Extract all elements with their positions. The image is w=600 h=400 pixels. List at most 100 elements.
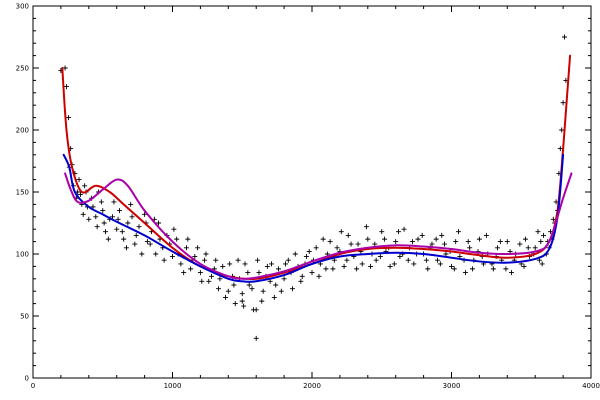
scatter-point	[213, 257, 219, 263]
scatter-point	[411, 261, 417, 267]
scatter-point	[260, 288, 266, 294]
scatter-point	[119, 229, 125, 235]
scatter-point	[128, 201, 134, 207]
scatter-point	[101, 220, 107, 226]
scatter-point	[86, 216, 92, 222]
tick-marks: 0 1000 2000 3000 4000 0 50 100 150 200 250 300	[16, 3, 600, 391]
x-tick-label: 1000	[164, 382, 182, 390]
scatter-point	[183, 245, 189, 251]
scatter-point	[123, 245, 129, 251]
scatter-point	[442, 241, 448, 247]
scatter-point	[429, 241, 435, 247]
scatter-point	[355, 241, 361, 247]
y-tick-label: 100	[16, 251, 29, 259]
scatter-point	[116, 208, 122, 214]
scatter-point	[241, 303, 247, 309]
scatter-point	[232, 301, 238, 307]
scatter-point	[483, 232, 489, 238]
scatter-point	[560, 100, 566, 106]
scatter-point	[341, 263, 347, 269]
scatter-point	[220, 263, 226, 269]
scatter-point	[171, 226, 177, 232]
scatter-point	[178, 261, 184, 267]
scatter-point	[264, 263, 270, 269]
scatter-point	[216, 286, 222, 292]
y-tick-label: 50	[20, 313, 29, 321]
scatter-point	[276, 266, 282, 272]
scatter-point	[231, 282, 237, 288]
scatter-point	[98, 199, 104, 205]
scatter-point	[94, 224, 100, 230]
scatter-point	[136, 224, 142, 230]
scatter-point	[435, 257, 441, 263]
scatter-point	[465, 239, 471, 245]
scatter-point	[105, 236, 111, 242]
scatter-point	[373, 257, 379, 263]
scatter-point	[242, 261, 248, 267]
scatter-point	[192, 253, 198, 259]
scatter-point	[316, 273, 322, 279]
scatter-point	[345, 232, 351, 238]
scatter-points	[58, 34, 569, 341]
scatter-point	[271, 294, 277, 300]
scatter-point	[199, 278, 205, 284]
scatter-point	[443, 251, 449, 257]
scatter-point	[249, 286, 255, 292]
scatter-point	[235, 257, 241, 263]
scatter-point	[508, 270, 514, 276]
scatter-point	[334, 245, 340, 251]
scatter-point	[467, 245, 473, 251]
scatter-point	[156, 220, 162, 226]
scatter-point	[539, 261, 545, 267]
scatter-point	[253, 307, 259, 313]
scatter-point	[327, 239, 333, 245]
y-tick-label: 150	[16, 189, 29, 197]
scatter-point	[495, 245, 501, 251]
scatter-point	[289, 286, 295, 292]
scatter-point	[363, 224, 369, 230]
scatter-point	[387, 263, 393, 269]
fit-line-3	[64, 172, 573, 280]
scatter-point	[323, 266, 329, 272]
scatter-point	[517, 241, 523, 247]
scatter-point	[306, 249, 312, 255]
plot-frame	[32, 5, 592, 379]
scatter-point	[77, 191, 83, 197]
scatter-point	[401, 226, 407, 232]
scatter-point	[246, 282, 252, 288]
scatter-point	[382, 236, 388, 242]
scatter-point	[206, 278, 212, 284]
scatter-point	[397, 253, 403, 259]
y-tick-label: 0	[25, 375, 29, 383]
scatter-point	[245, 270, 251, 276]
scatter-point	[453, 239, 459, 245]
scatter-point	[559, 127, 565, 133]
scatter-point	[455, 229, 461, 235]
scatter-point	[181, 270, 187, 276]
scatter-point	[490, 266, 496, 272]
scatter-point	[80, 211, 86, 217]
scatter-point	[425, 266, 431, 272]
scatter-point	[139, 251, 145, 257]
scatter-point	[63, 84, 69, 90]
scatter-point	[354, 266, 360, 272]
scatter-point	[449, 263, 454, 269]
scatter-point	[129, 214, 135, 220]
scatter-point	[525, 245, 531, 251]
scatter-point	[550, 216, 556, 222]
scatter-point	[391, 261, 397, 267]
scatter-point	[282, 261, 288, 267]
scatter-point	[161, 257, 167, 263]
scatter-point	[188, 266, 194, 272]
scatter-point	[197, 270, 203, 276]
scatter-point	[153, 251, 159, 257]
scatter-point	[255, 257, 261, 263]
scatter-point	[469, 266, 475, 272]
scatter-point	[100, 208, 106, 214]
scatter-point	[82, 183, 88, 189]
scatter-point	[285, 257, 291, 263]
scatter-point	[561, 34, 567, 40]
scatter-point	[121, 236, 127, 242]
scatter-point	[368, 263, 374, 269]
